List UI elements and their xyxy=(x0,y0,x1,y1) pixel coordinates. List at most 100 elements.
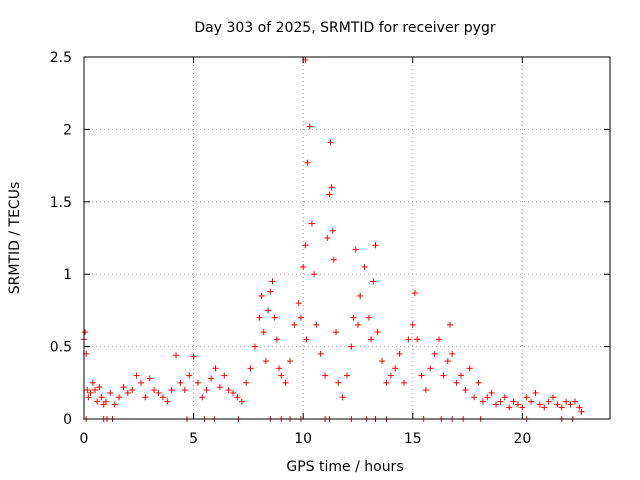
data-point xyxy=(449,350,456,357)
data-point xyxy=(368,336,375,343)
data-point xyxy=(85,394,92,401)
data-point xyxy=(374,329,381,336)
data-point xyxy=(300,263,307,270)
data-point xyxy=(329,227,336,234)
data-point xyxy=(306,123,313,130)
data-point xyxy=(431,350,438,357)
data-point xyxy=(519,404,526,411)
data-point xyxy=(317,350,324,357)
tick-labels: 0 5 10 15 20 0 0.5 1 1.5 2 2.5 xyxy=(50,50,532,447)
data-point xyxy=(387,372,394,379)
data-point xyxy=(311,271,318,278)
data-point xyxy=(260,329,267,336)
data-point xyxy=(554,401,561,408)
data-point xyxy=(84,387,91,394)
data-point xyxy=(326,191,333,198)
data-point xyxy=(168,387,175,394)
data-point xyxy=(269,278,276,285)
y-tick-label: 2.5 xyxy=(50,50,72,66)
plot-frame xyxy=(83,56,611,420)
data-point xyxy=(471,394,478,401)
axis-ticks xyxy=(83,56,610,420)
data-point xyxy=(372,242,379,249)
data-point xyxy=(262,358,269,365)
data-point xyxy=(576,404,583,411)
data-point xyxy=(120,384,127,391)
data-point xyxy=(98,394,105,401)
data-point xyxy=(357,292,364,299)
data-point xyxy=(91,387,98,394)
y-tick-label: 1.5 xyxy=(50,195,72,211)
data-point xyxy=(225,387,232,394)
data-point xyxy=(267,288,274,295)
data-point xyxy=(528,398,535,405)
data-point xyxy=(440,372,447,379)
y-tick-label: 1 xyxy=(63,267,72,283)
data-point xyxy=(550,394,557,401)
x-tick-label: 15 xyxy=(404,431,422,447)
x-tick-label: 10 xyxy=(294,431,312,447)
data-point xyxy=(392,365,399,372)
data-point xyxy=(297,314,304,321)
data-point xyxy=(545,398,552,405)
data-point xyxy=(327,139,334,146)
data-point xyxy=(344,372,350,379)
y-axis-label: SRMTID / TECUs xyxy=(7,182,23,295)
data-point xyxy=(230,389,237,396)
data-point xyxy=(276,365,283,372)
data-point xyxy=(328,184,335,191)
data-point xyxy=(137,379,144,386)
data-point xyxy=(302,242,309,249)
data-point xyxy=(475,379,482,386)
data-point xyxy=(94,398,101,405)
data-point xyxy=(221,372,228,379)
data-point xyxy=(295,300,302,307)
x-tick-label: 20 xyxy=(513,431,531,447)
data-point xyxy=(129,387,136,394)
data-point xyxy=(567,401,574,408)
data-point xyxy=(411,290,418,297)
x-tick-label: 5 xyxy=(189,431,198,447)
data-point xyxy=(558,404,565,411)
data-point xyxy=(506,404,513,411)
data-point xyxy=(273,336,280,343)
data-point xyxy=(271,314,278,321)
data-point xyxy=(536,401,543,408)
data-point xyxy=(365,314,372,321)
data-point xyxy=(324,235,331,241)
data-point xyxy=(348,343,355,350)
data-point xyxy=(409,321,416,328)
data-point xyxy=(282,379,289,386)
data-point xyxy=(251,343,258,350)
data-point xyxy=(142,394,149,401)
data-point xyxy=(501,394,508,401)
x-tick-label: 0 xyxy=(80,431,89,447)
data-point xyxy=(350,314,357,321)
data-point xyxy=(427,365,434,372)
data-point xyxy=(578,408,585,415)
data-point xyxy=(462,387,469,394)
data-point xyxy=(155,389,162,396)
data-point xyxy=(405,336,412,343)
data-point xyxy=(313,321,320,328)
y-tick-label: 0 xyxy=(63,412,72,428)
data-point xyxy=(258,292,265,299)
data-point xyxy=(493,401,500,408)
x-axis-label: GPS time / hours xyxy=(286,459,403,475)
data-point xyxy=(159,394,166,401)
data-point xyxy=(484,394,491,401)
data-point xyxy=(181,387,188,394)
data-point xyxy=(571,398,578,405)
data-point xyxy=(111,401,118,408)
data-point xyxy=(352,246,359,253)
data-point xyxy=(400,379,407,386)
data-point xyxy=(335,379,342,386)
data-point xyxy=(190,353,197,360)
data-point xyxy=(322,372,329,379)
data-point xyxy=(479,398,486,405)
grid-lines xyxy=(84,57,610,419)
data-point xyxy=(194,379,201,386)
data-point xyxy=(107,389,114,396)
y-tick-label: 0.5 xyxy=(50,340,72,356)
